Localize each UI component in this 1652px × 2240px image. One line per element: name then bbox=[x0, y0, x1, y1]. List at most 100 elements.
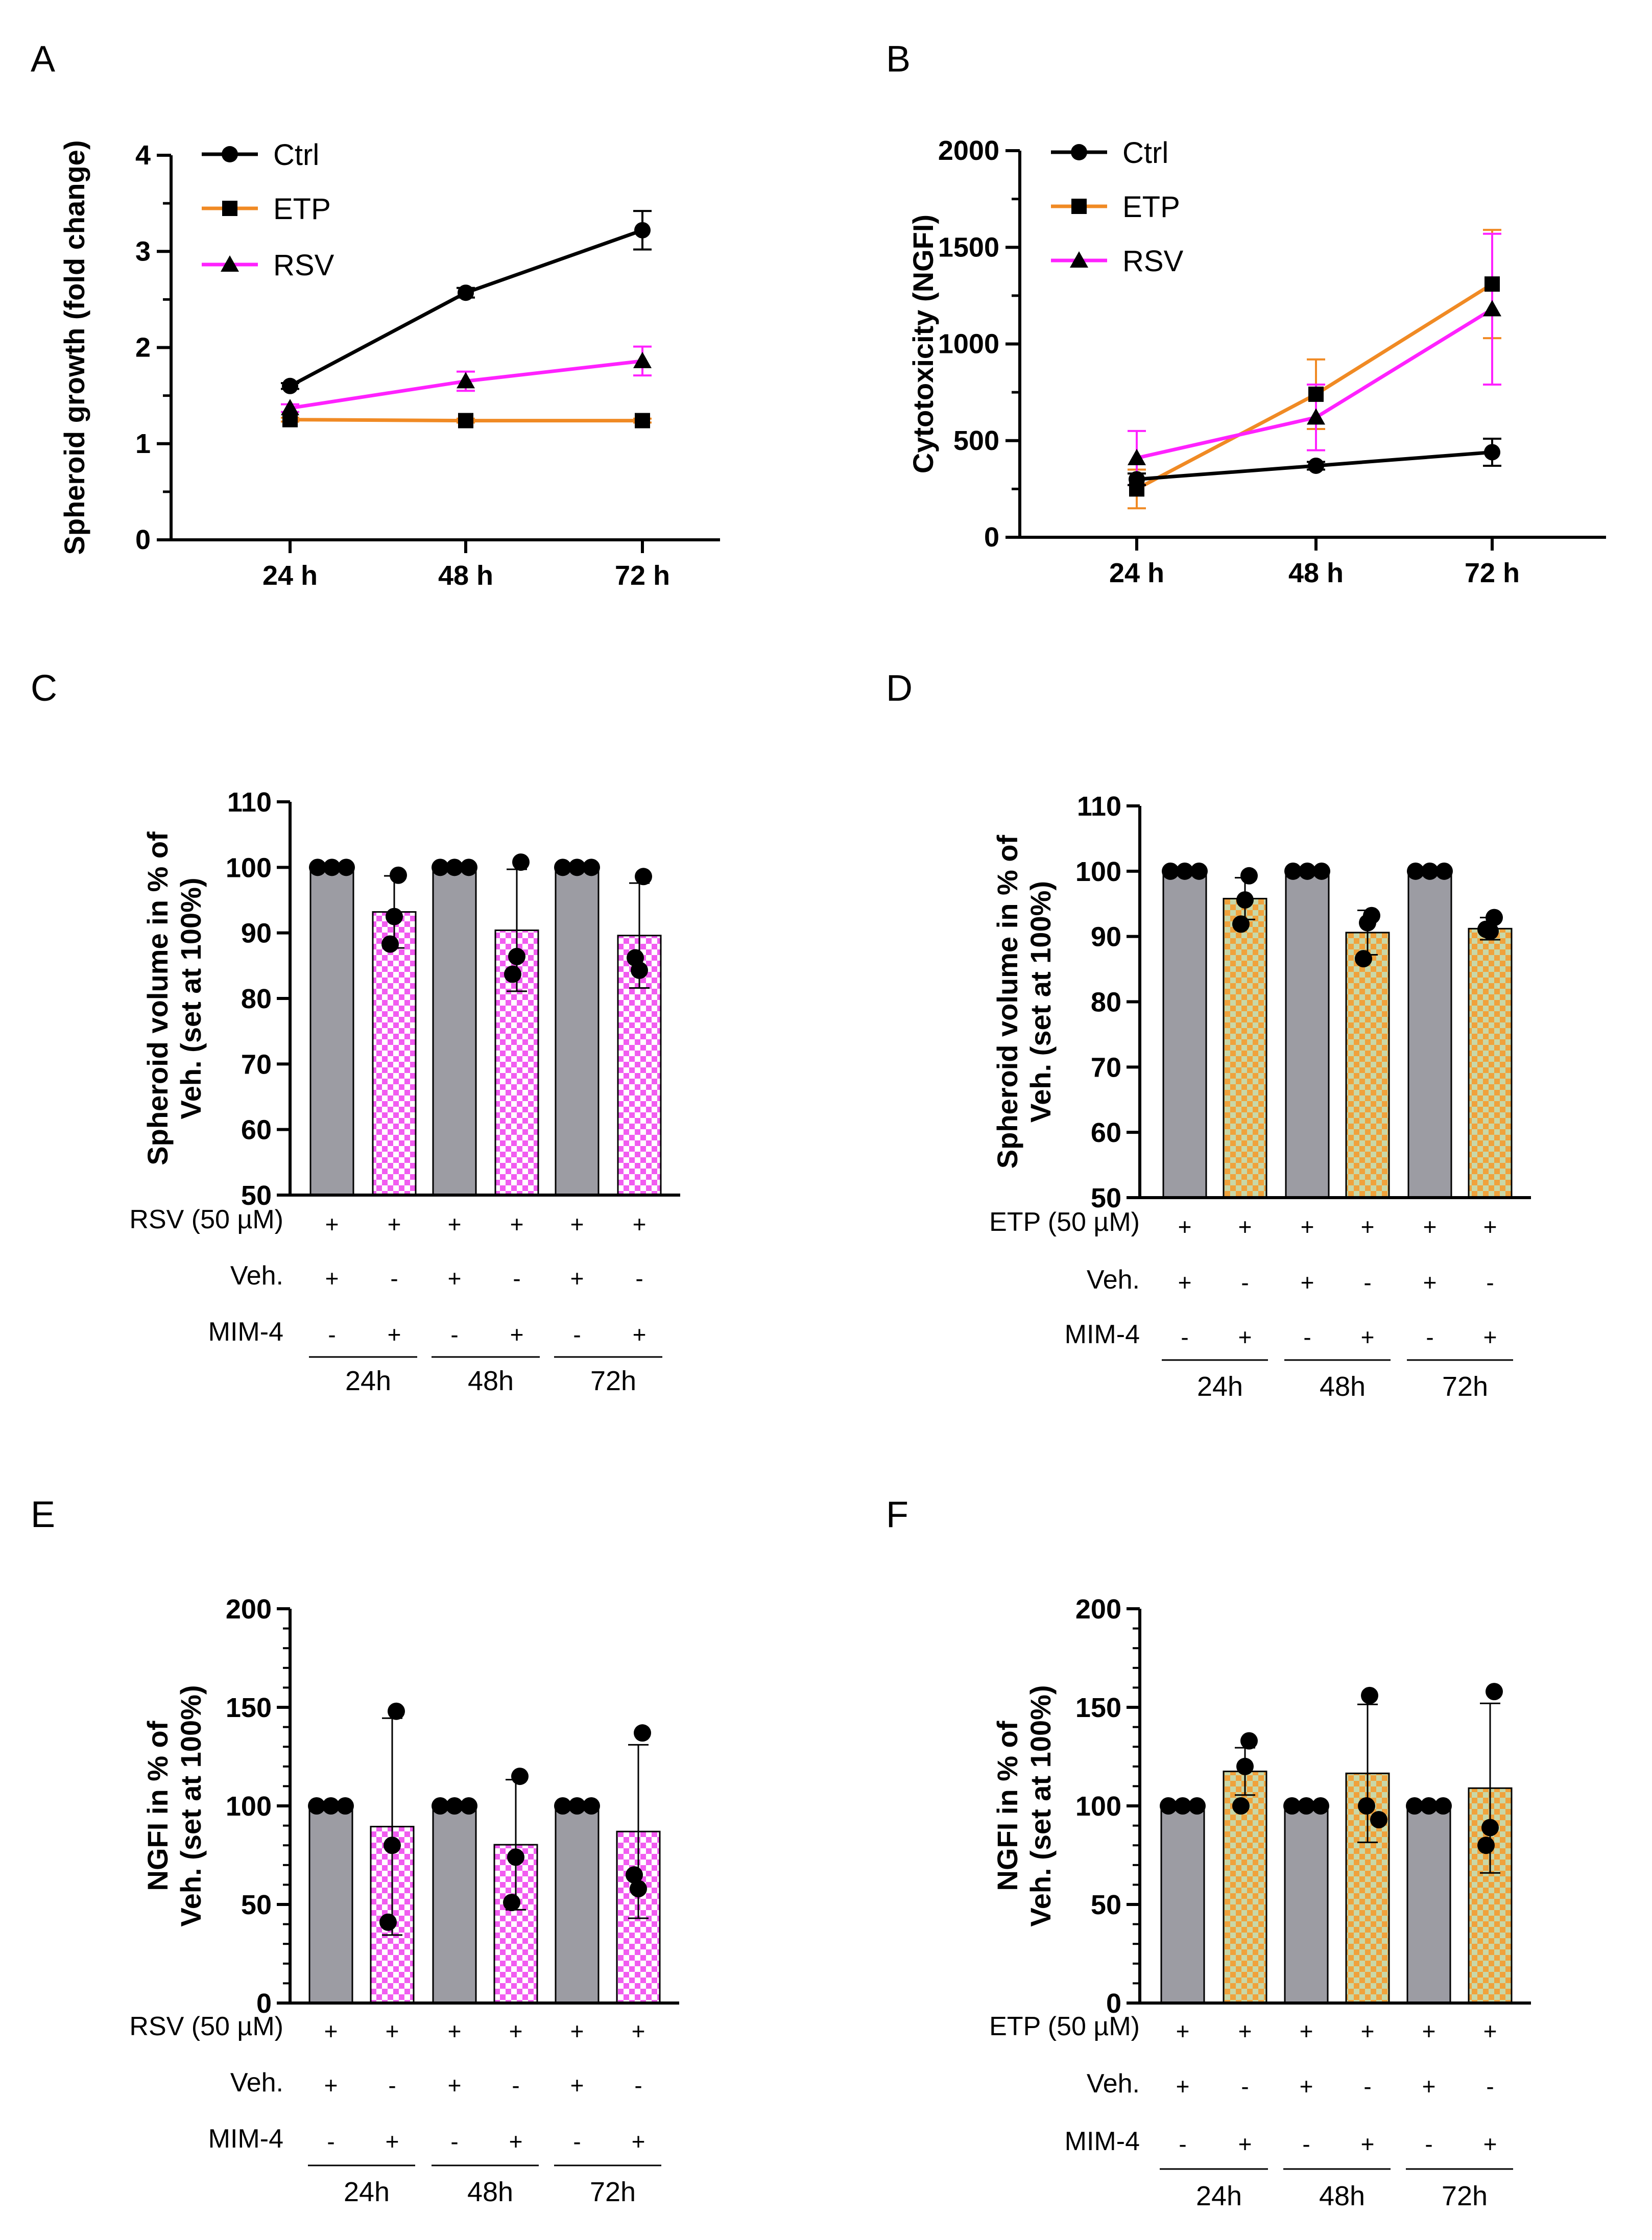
data-point-ctrl bbox=[634, 222, 651, 239]
bar-veh bbox=[1285, 870, 1330, 1199]
y-tick-label: 90 bbox=[241, 918, 272, 949]
condition-sign: - bbox=[634, 2072, 642, 2099]
condition-sign: + bbox=[1238, 2131, 1252, 2157]
y-axis-label: NGFI in % of bbox=[991, 1721, 1023, 1891]
y-tick-label: 80 bbox=[241, 984, 272, 1014]
data-point bbox=[1284, 862, 1302, 880]
legend-marker-ctrl bbox=[1071, 144, 1087, 160]
condition-sign: + bbox=[324, 2072, 338, 2099]
bar-veh bbox=[1406, 1805, 1451, 2004]
bar-mim4 bbox=[1223, 898, 1267, 1199]
condition-sign: + bbox=[448, 1265, 462, 1292]
condition-sign: + bbox=[448, 2072, 462, 2099]
data-point bbox=[1361, 1686, 1378, 1704]
data-point bbox=[1486, 1683, 1503, 1701]
data-point bbox=[1434, 1797, 1452, 1815]
group-label: 72h bbox=[590, 1366, 636, 1396]
bar-veh bbox=[1407, 870, 1452, 1199]
condition-sign: + bbox=[1176, 2018, 1190, 2044]
y-tick-label: 50 bbox=[1091, 1183, 1121, 1213]
data-point bbox=[1240, 867, 1258, 885]
data-point bbox=[386, 908, 403, 925]
group-label: 72h bbox=[1442, 2181, 1488, 2211]
condition-sign: + bbox=[1423, 1269, 1437, 1296]
condition-sign: - bbox=[1486, 1269, 1494, 1296]
group-label: 72h bbox=[1442, 1371, 1488, 1402]
data-point bbox=[1160, 1797, 1177, 1815]
data-point bbox=[1313, 862, 1330, 880]
y-tick-label: 60 bbox=[1091, 1117, 1121, 1148]
y-tick-label: 500 bbox=[953, 425, 999, 456]
data-point bbox=[583, 859, 600, 876]
data-point-ctrl bbox=[458, 284, 474, 301]
condition-sign: - bbox=[573, 2128, 581, 2155]
data-point bbox=[1355, 950, 1372, 968]
x-tick-label: 24 h bbox=[262, 560, 318, 591]
x-tick-label: 24 h bbox=[1109, 558, 1164, 588]
condition-sign: - bbox=[1426, 1324, 1433, 1350]
bar-veh bbox=[555, 866, 600, 1196]
condition-sign: - bbox=[450, 1321, 458, 1348]
data-point bbox=[1406, 1797, 1423, 1815]
data-point-ctrl bbox=[1129, 471, 1145, 488]
condition-sign: + bbox=[1422, 2018, 1436, 2044]
data-point-etp bbox=[1308, 386, 1324, 402]
data-point bbox=[381, 935, 399, 953]
y-axis-label: NGFI in % of bbox=[141, 1721, 174, 1891]
y-tick-label: 0 bbox=[256, 1988, 272, 2019]
y-tick-label: 1500 bbox=[938, 232, 999, 263]
condition-sign: + bbox=[386, 2128, 399, 2155]
condition-sign: - bbox=[1181, 1324, 1188, 1350]
y-tick-label: 200 bbox=[226, 1594, 272, 1625]
condition-sign: - bbox=[1241, 2073, 1249, 2100]
legend-label-etp: ETP bbox=[273, 193, 331, 226]
condition-sign: - bbox=[1302, 2131, 1310, 2157]
bar-veh bbox=[1284, 1805, 1329, 2004]
y-tick-label: 2000 bbox=[938, 135, 999, 166]
legend-label-ctrl: Ctrl bbox=[273, 138, 319, 172]
y-axis-label: Veh. (set at 100%) bbox=[175, 877, 207, 1119]
condition-sign: - bbox=[1363, 2073, 1371, 2100]
condition-sign: + bbox=[1178, 1213, 1192, 1240]
data-point bbox=[1236, 891, 1254, 909]
data-point bbox=[322, 1797, 340, 1815]
condition-sign: - bbox=[513, 1265, 520, 1292]
data-point bbox=[507, 1848, 524, 1866]
group-label: 24h bbox=[345, 1366, 391, 1396]
data-point-ctrl bbox=[282, 377, 298, 394]
data-point bbox=[308, 1797, 325, 1815]
bar-veh bbox=[432, 866, 477, 1196]
y-tick-label: 150 bbox=[226, 1693, 272, 1723]
condition-sign: + bbox=[448, 2018, 462, 2044]
group-label: 48h bbox=[1320, 1371, 1366, 1402]
condition-sign: + bbox=[1483, 2131, 1497, 2157]
data-point bbox=[635, 868, 652, 886]
legend-label-ctrl: Ctrl bbox=[1122, 136, 1168, 170]
y-axis-label: Cytotoxicity (NGFI) bbox=[907, 215, 939, 473]
condition-sign: - bbox=[1486, 2073, 1494, 2100]
condition-sign: - bbox=[512, 2072, 519, 2099]
row-label: MIM-4 bbox=[1065, 1320, 1140, 1349]
bar-mim4 bbox=[1468, 927, 1513, 1199]
data-point bbox=[337, 1797, 354, 1815]
condition-sign: + bbox=[325, 1211, 339, 1237]
y-tick-label: 200 bbox=[1075, 1594, 1121, 1625]
condition-sign: - bbox=[390, 1265, 398, 1292]
condition-sign: + bbox=[1361, 1213, 1375, 1240]
data-point-etp bbox=[458, 413, 473, 428]
bar-veh bbox=[309, 866, 354, 1196]
bar-veh bbox=[555, 1805, 600, 2004]
data-point bbox=[1236, 1757, 1254, 1775]
data-point bbox=[309, 859, 326, 876]
row-label: Veh. bbox=[1087, 2069, 1140, 2099]
condition-sign: + bbox=[632, 2128, 645, 2155]
row-label: Veh. bbox=[230, 2068, 283, 2098]
chart-A: 0 1 2 3 4 24 h 48 h 72 h Spheroid growth (fold c… bbox=[58, 138, 720, 591]
group-label: 24h bbox=[344, 2177, 390, 2207]
y-tick-label: 0 bbox=[984, 522, 999, 553]
y-tick-label: 1000 bbox=[938, 329, 999, 360]
condition-sign: - bbox=[450, 2128, 458, 2155]
data-point bbox=[384, 1837, 401, 1854]
